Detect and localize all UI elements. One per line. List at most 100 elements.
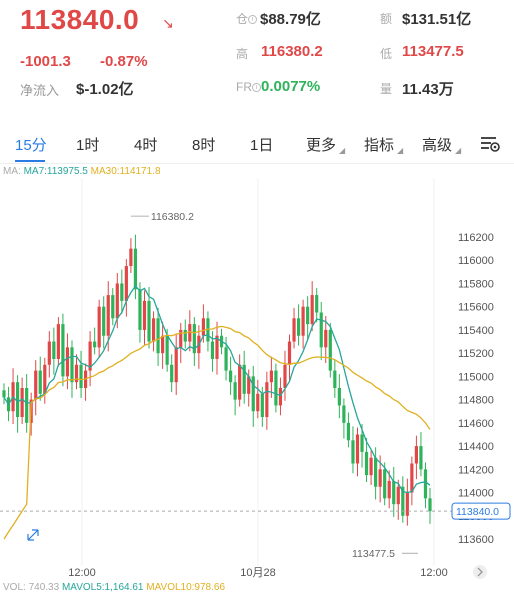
candle-body [188, 324, 192, 342]
y-tick-label: 114400 [458, 441, 494, 453]
y-tick-label: 114600 [458, 418, 494, 430]
ma7-value: MA7:113975.5 [23, 166, 88, 177]
candle-body [324, 329, 328, 348]
tab-more[interactable]: 更多 [306, 137, 337, 154]
candle-body [287, 341, 292, 365]
candle-body [97, 306, 101, 348]
candle-body [333, 370, 337, 388]
candle-body [38, 370, 42, 394]
candle-body [310, 295, 314, 325]
candle-body [88, 341, 92, 371]
candle-body [247, 376, 251, 394]
current-price-badge [451, 502, 511, 520]
candle-body [192, 324, 196, 354]
candle-body [52, 341, 56, 359]
dropdown-corner-icon: ◢ [397, 146, 404, 155]
candle-body [25, 388, 29, 423]
candle-body [419, 446, 423, 470]
candle-body [79, 364, 83, 388]
y-tick-label: 115600 [458, 302, 494, 314]
y-tick-label: 115800 [458, 278, 494, 290]
candle-body [319, 312, 323, 348]
tab-indicators[interactable]: 指标 [364, 137, 395, 154]
candle-body [142, 300, 147, 330]
vol-value: VOL: 740.33 [3, 582, 60, 593]
candle-body [292, 318, 296, 342]
candle-body [15, 382, 20, 418]
y-tick-label: 116200 [458, 232, 494, 244]
tab-1d[interactable]: 1日 [250, 137, 274, 154]
y-tick-label: 114000 [458, 488, 494, 500]
netflow-label: 净流入 [20, 83, 60, 98]
turnover-value: $131.51亿 [402, 11, 472, 28]
candle-body [170, 364, 174, 383]
info-icon[interactable]: i [252, 83, 261, 92]
ma7-line [3, 284, 431, 494]
candle-body [124, 266, 128, 301]
candle-body [138, 289, 142, 330]
candle-body [351, 440, 355, 464]
candle-body [61, 324, 65, 377]
interval-tabs: 15分 1时 4时 8时 1日 更多 ◢ 指标 ◢ 高级 ◢ [0, 122, 514, 164]
candle-body [206, 318, 210, 342]
candle-body [283, 364, 287, 388]
y-tick-label: 114200 [458, 464, 494, 476]
x-tick-label: 10月28 [240, 567, 275, 579]
candle-body [374, 457, 378, 487]
x-tick-label: 12:00 [420, 567, 448, 579]
candle-body [120, 283, 124, 301]
candle-body [20, 388, 24, 418]
tab-15m[interactable]: 15分 [15, 137, 47, 154]
info-icon[interactable]: i [248, 15, 258, 24]
ma-prefix: MA: [3, 166, 21, 177]
chevron-right-icon [477, 567, 483, 577]
candle-body [401, 486, 405, 516]
candle-body [43, 364, 47, 394]
candle-body [201, 318, 206, 336]
candle-body [2, 390, 6, 398]
mavol5-value: MAVOL5:1,164.61 [61, 582, 144, 593]
low-price-label: 113477.5 [352, 548, 395, 560]
current-price-label: 113840.0 [456, 506, 499, 518]
expand-icon[interactable] [27, 529, 39, 541]
candle-body [238, 364, 242, 400]
candle-body [296, 318, 301, 336]
ma30-line [3, 325, 431, 540]
candle-body [242, 364, 246, 394]
candle-body [265, 382, 269, 418]
candle-body [355, 434, 360, 464]
candle-body [396, 486, 400, 505]
y-tick-label: 116000 [458, 255, 494, 267]
candle-body [378, 469, 382, 487]
volume-value: 11.43万 [402, 81, 454, 98]
candle-body [93, 341, 97, 348]
candle-body [269, 370, 273, 383]
low-value: 113477.5 [402, 43, 464, 60]
candle-body [151, 318, 156, 342]
candle-body [233, 382, 237, 400]
tab-4h[interactable]: 4时 [134, 137, 158, 154]
last-price: 113840.0 [20, 4, 140, 35]
volume-label: 量 [380, 82, 393, 96]
candle-body [328, 329, 332, 371]
candle-body [342, 405, 346, 423]
candle-body [179, 329, 183, 348]
open-interest-value: $88.79亿 [260, 11, 321, 28]
scroll-latest-button[interactable] [473, 565, 487, 579]
high-value: 116380.2 [261, 43, 323, 60]
candle-body [337, 388, 341, 406]
candle-body [251, 376, 255, 412]
candle-body [306, 306, 310, 325]
tab-advanced[interactable]: 高级 [422, 137, 453, 154]
tab-8h[interactable]: 8时 [192, 137, 216, 154]
ma30-value: MA30:114171.8 [90, 166, 161, 177]
candle-body [133, 248, 138, 290]
candle-body [405, 492, 409, 516]
candlestick-chart[interactable]: 116200 116000 115800 115600 115400 115200 1150… [0, 178, 514, 583]
y-tick-label: 115000 [458, 371, 494, 383]
ma-indicator-line: MA: MA7:113975.5 MA30:114171.8 [3, 166, 161, 177]
chart-settings-icon[interactable] [480, 135, 502, 153]
candle-body [65, 347, 70, 377]
tab-1h[interactable]: 1时 [76, 137, 100, 154]
